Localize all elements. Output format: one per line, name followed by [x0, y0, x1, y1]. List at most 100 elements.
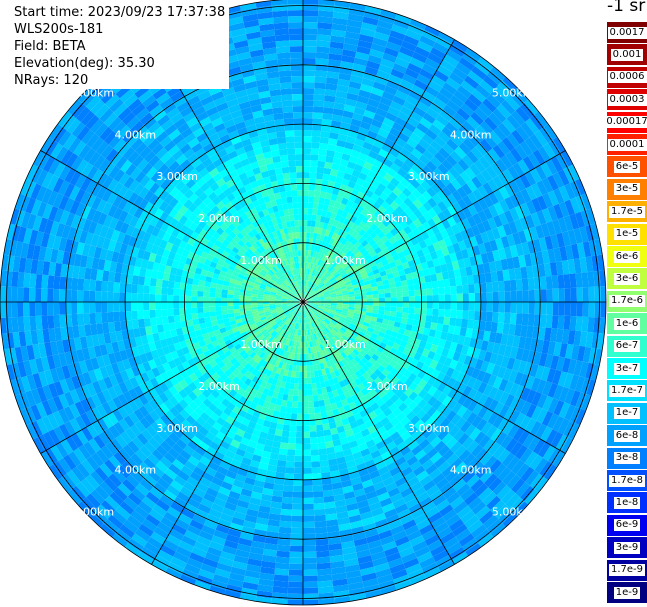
range-gate	[355, 494, 368, 503]
range-gate	[96, 235, 106, 249]
range-gate	[30, 404, 42, 421]
range-gate	[251, 336, 258, 343]
range-gate	[345, 347, 353, 354]
range-gate	[48, 262, 57, 276]
range-gate	[440, 364, 450, 375]
range-gate	[353, 310, 361, 315]
range-gate	[133, 385, 144, 397]
range-gate	[482, 491, 497, 506]
range-gate	[98, 431, 111, 446]
range-gate	[79, 336, 88, 349]
range-gate	[449, 546, 466, 561]
range-gate	[414, 307, 421, 315]
range-gate	[303, 359, 307, 366]
range-gate	[131, 487, 146, 501]
range-gate	[139, 445, 152, 458]
range-gate	[415, 159, 427, 170]
range-gate	[231, 350, 240, 358]
range-gate	[536, 408, 548, 424]
range-gate	[483, 241, 493, 253]
range-gate	[306, 262, 310, 269]
range-gate	[343, 404, 351, 413]
range-gate	[249, 351, 257, 359]
range-gate	[342, 546, 357, 555]
range-gate	[222, 313, 229, 319]
range-gate	[328, 339, 334, 346]
range-gate	[420, 363, 430, 373]
range-gate	[401, 40, 417, 52]
range-gate	[385, 112, 398, 122]
range-gate	[320, 130, 330, 138]
range-gate	[388, 261, 397, 269]
range-gate	[522, 433, 536, 448]
range-gate	[328, 53, 343, 61]
range-gate	[586, 379, 597, 396]
range-gate	[329, 330, 336, 337]
range-gate	[402, 406, 412, 417]
range-gate	[290, 527, 303, 534]
range-gate	[287, 370, 292, 378]
range-gate	[506, 133, 520, 148]
range-gate	[52, 354, 62, 369]
range-gate	[427, 385, 438, 396]
range-gate	[115, 262, 123, 274]
range-gate	[402, 73, 417, 85]
range-gate	[36, 260, 45, 275]
range-gate	[430, 410, 442, 422]
range-gate	[384, 546, 399, 557]
range-gate	[520, 466, 535, 482]
range-gate	[286, 455, 295, 462]
range-gate	[324, 95, 336, 103]
range-gate	[495, 354, 504, 367]
range-gate	[168, 396, 179, 407]
range-gate	[347, 375, 355, 384]
range-gate	[493, 126, 507, 141]
range-gate	[299, 305, 302, 312]
range-gate	[89, 290, 96, 302]
range-gate	[324, 161, 333, 169]
range-gate	[515, 463, 530, 479]
range-gate	[310, 371, 315, 378]
range-gate	[311, 294, 318, 298]
range-gate	[434, 362, 444, 372]
range-gate	[544, 235, 554, 250]
range-gate	[322, 361, 329, 369]
range-gate	[145, 351, 154, 362]
range-gate	[156, 364, 166, 375]
range-gate	[298, 335, 302, 342]
range-gate	[519, 415, 532, 430]
range-gate	[154, 385, 164, 396]
range-gate	[555, 328, 564, 343]
range-gate	[102, 237, 111, 250]
range-gate	[513, 87, 529, 103]
range-gate	[209, 261, 218, 269]
range-gate	[395, 456, 407, 467]
range-gate	[314, 514, 326, 522]
range-gate	[175, 327, 184, 336]
range-gate	[329, 41, 344, 50]
range-gate	[330, 306, 337, 310]
range-gate	[148, 341, 157, 352]
range-gate	[303, 118, 313, 125]
range-gate	[95, 280, 103, 292]
range-gate	[206, 342, 214, 351]
range-gate	[340, 245, 348, 253]
range-gate	[133, 397, 144, 409]
range-gate	[458, 449, 471, 462]
range-gate	[416, 346, 425, 355]
range-gate	[520, 102, 535, 119]
range-gate	[396, 332, 404, 340]
range-gate	[313, 257, 318, 264]
range-gate	[369, 372, 378, 381]
range-gate	[245, 426, 255, 435]
range-gate	[386, 256, 395, 264]
range-gate	[101, 401, 113, 415]
range-gate	[55, 442, 69, 458]
range-gate	[446, 49, 462, 63]
range-gate	[307, 214, 313, 221]
range-gate	[251, 306, 258, 311]
range-gate	[331, 29, 346, 38]
range-gate	[514, 412, 526, 427]
range-gate	[347, 220, 355, 229]
range-gate	[547, 383, 558, 398]
